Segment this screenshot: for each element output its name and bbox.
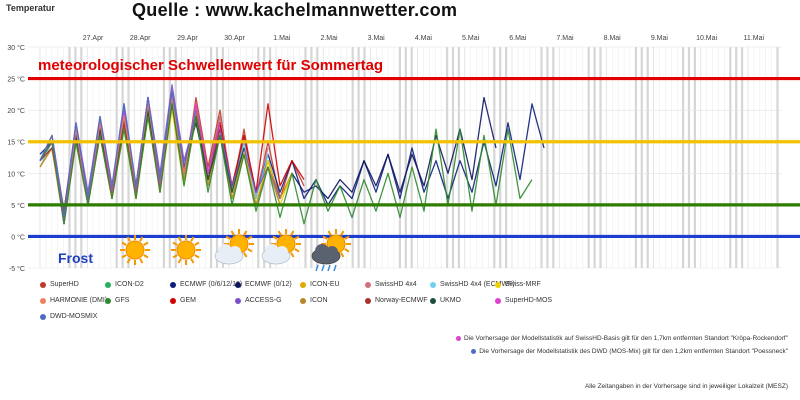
legend-item[interactable]: UKMO: [430, 297, 461, 304]
x-tick-label: 8.Mai: [604, 35, 622, 42]
legend-item[interactable]: GEM: [170, 297, 196, 304]
summer-threshold-label: meteorologischer Schwellenwert für Somme…: [38, 57, 384, 74]
legend-color-dot: [430, 281, 436, 288]
legend-item[interactable]: ICON-D2: [105, 281, 144, 288]
y-tick-label: 10 °C: [7, 170, 25, 178]
legend-label: GEM: [180, 297, 196, 304]
legend-item[interactable]: SuperHD: [40, 281, 79, 288]
x-tick-label: 27.Apr: [83, 35, 104, 42]
legend-item[interactable]: ACCESS-G: [235, 297, 282, 304]
legend-item[interactable]: SwissHD 4x4 (ECMWF): [430, 281, 515, 288]
source-title[interactable]: Quelle : www.kachelmannwetter.com: [132, 0, 458, 20]
series-line: [39, 96, 497, 219]
legend-label: ICON-EU: [310, 281, 340, 288]
legend-color-dot: [365, 281, 371, 288]
legend-item[interactable]: SwissHD 4x4: [365, 281, 417, 288]
legend-item[interactable]: SuperHD-MOS: [495, 297, 552, 304]
time-zone-note: Alle Zeitangaben in der Vorhersage sind …: [584, 383, 788, 390]
legend-color-dot: [40, 313, 46, 320]
legend-label: Norway-ECMWF: [375, 297, 428, 304]
legend-label: ECMWF (0/6/12/18): [180, 281, 243, 288]
note-dot-pink: [456, 335, 461, 341]
legend-color-dot: [170, 281, 176, 288]
sun-cloud-rain-icon: [311, 229, 351, 272]
mos-note-dwd: Die Vorhersage der Modellstatistik des D…: [471, 348, 788, 355]
legend-label: SuperHD-MOS: [505, 297, 553, 304]
legend-color-dot: [430, 297, 436, 304]
note-text: Die Vorhersage der Modellstatistik des D…: [479, 348, 788, 355]
legend-label: ACCESS-G: [245, 297, 282, 304]
x-tick-label: 4.Mai: [415, 35, 433, 42]
x-tick-label: 11.Mai: [744, 35, 765, 42]
legend-color-dot: [105, 297, 111, 304]
note-dot-blue: [471, 348, 477, 354]
y-tick-label: 30 °C: [7, 44, 25, 52]
sun-icon: [171, 235, 201, 265]
legend-color-dot: [40, 281, 46, 288]
legend-color-dot: [495, 281, 501, 288]
mos-note-swisshd: Die Vorhersage der Modellstatistik auf S…: [456, 335, 788, 342]
sun-cloud-icon: [214, 229, 254, 265]
legend-color-dot: [235, 281, 241, 288]
legend-label: SwissHD 4x4: [375, 281, 417, 288]
y-tick-label: 5 °C: [11, 202, 25, 210]
legend-color-dot: [105, 281, 111, 288]
x-tick-label: 6.Mai: [509, 35, 527, 42]
note-text: Die Vorhersage der Modellstatistik auf S…: [464, 335, 788, 342]
y-tick-label: -5 °C: [9, 265, 25, 273]
legend-label: UKMO: [440, 297, 461, 304]
legend-item[interactable]: ECMWF (0/12): [235, 281, 292, 288]
series-line: [39, 90, 197, 219]
y-axis-title: Temperatur: [6, 3, 55, 13]
x-tick-label: 7.Mai: [556, 35, 574, 42]
legend-item[interactable]: Swiss-MRF: [495, 281, 541, 288]
legend-item[interactable]: ICON-EU: [300, 281, 340, 288]
sun-icon: [120, 235, 150, 265]
frost-label: Frost: [58, 250, 93, 266]
legend-item[interactable]: DWD-MOSMIX: [40, 313, 97, 320]
legend-label: DWD-MOSMIX: [50, 313, 98, 320]
x-tick-label: 5.Mai: [462, 35, 480, 42]
x-tick-label: 29.Apr: [177, 35, 198, 42]
x-tick-label: 28.Apr: [130, 35, 151, 42]
x-tick-label: 2.Mai: [320, 35, 338, 42]
legend-color-dot: [40, 297, 46, 304]
legend-label: GFS: [115, 297, 130, 304]
y-tick-label: 0 °C: [11, 233, 25, 241]
legend-item[interactable]: ECMWF (0/6/12/18): [170, 281, 242, 288]
x-tick-label: 10.Mai: [696, 35, 717, 42]
sun-cloud-icon: [261, 229, 301, 265]
legend-item[interactable]: HARMONIE (DMI): [40, 297, 107, 304]
legend-color-dot: [235, 297, 241, 304]
x-tick-label: 1.Mai: [273, 35, 291, 42]
legend-item[interactable]: GFS: [105, 297, 129, 304]
x-tick-label: 9.Mai: [651, 35, 669, 42]
legend-item[interactable]: Norway-ECMWF: [365, 297, 428, 304]
x-tick-label: 3.Mai: [368, 35, 386, 42]
y-tick-label: 25 °C: [7, 76, 25, 84]
x-tick-label: 30.Apr: [224, 35, 245, 42]
legend-label: Swiss-MRF: [505, 281, 541, 288]
legend-label: HARMONIE (DMI): [50, 297, 108, 304]
legend-color-dot: [300, 281, 306, 288]
legend-item[interactable]: ICON: [300, 297, 328, 304]
legend-color-dot: [495, 297, 501, 304]
legend-label: ICON-D2: [115, 281, 144, 288]
legend-label: ECMWF (0/12): [245, 281, 292, 288]
y-tick-label: 20 °C: [7, 107, 25, 115]
legend-label: SwissHD 4x4 (ECMWF): [440, 281, 515, 288]
legend-color-dot: [300, 297, 306, 304]
legend-label: SuperHD: [50, 281, 79, 288]
legend-label: ICON: [310, 297, 328, 304]
legend-color-dot: [170, 297, 176, 304]
y-tick-label: 15 °C: [7, 139, 25, 147]
legend-color-dot: [365, 297, 371, 304]
